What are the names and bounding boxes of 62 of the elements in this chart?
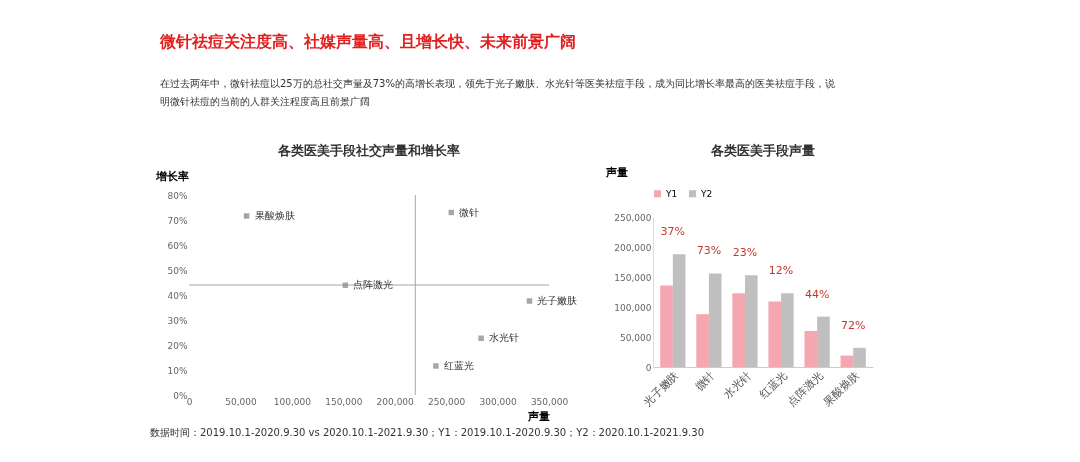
x-tick-label: 250,000 <box>428 396 466 407</box>
bar <box>853 347 866 367</box>
legend-label: Y1 <box>665 188 678 199</box>
annotation: 微针 <box>459 206 480 218</box>
annotation: 44% <box>804 287 830 301</box>
bar <box>817 316 830 367</box>
y-tick-label: 50% <box>167 265 188 276</box>
x-tick-label: 红蓝光 <box>756 368 790 402</box>
x-tick-label: 水光针 <box>720 368 754 402</box>
y-tick-label: 200,000 <box>614 242 652 253</box>
x-tick-label: 100,000 <box>273 396 312 407</box>
y-tick-label: 150,000 <box>614 272 652 283</box>
bar <box>781 293 794 367</box>
annotation: 72% <box>840 318 866 332</box>
y-tick-label: 40% <box>167 290 188 301</box>
point <box>526 298 533 304</box>
y-tick-label: 30% <box>167 315 188 326</box>
annotation: 点阵激光 <box>353 279 394 291</box>
x-tick-label: 150,000 <box>325 396 363 407</box>
y-tick-label: 60% <box>167 240 188 251</box>
y-tick-label: 80% <box>167 190 188 201</box>
text: 在过去两年中，微针祛痘以25万的总社交声量及73%的高增长表现，领先于光子嫩肤、水光针等医美祛痘手段，成为同比增长率最高的医美祛痘手段，说明微针祛痘的当前的人群关注程度高且前景广阔 <box>160 77 836 109</box>
chart-title: 各类医美手段社交声量和增长率 <box>277 143 460 158</box>
annotation: 23% <box>732 246 758 260</box>
bar <box>840 355 854 367</box>
annotation: 果酸焕肤 <box>254 210 295 221</box>
y-tick-label: 100,000 <box>614 302 652 313</box>
x-tick-label: 350,000 <box>530 396 569 407</box>
annotation: 光子嫩肤 <box>537 295 578 306</box>
annotation: 12% <box>768 264 794 278</box>
point <box>433 363 439 369</box>
point <box>243 213 250 219</box>
x-axis-title: 声量 <box>526 409 550 423</box>
y-tick-label: 70% <box>167 215 188 226</box>
legend-label: Y2 <box>700 188 713 199</box>
chart-title: 各类医美手段声量 <box>710 143 815 158</box>
y-tick-label: 10% <box>167 365 188 376</box>
y-axis-title: 声量 <box>604 165 628 179</box>
bar <box>660 285 673 367</box>
bar <box>804 331 818 367</box>
x-tick-label: 300,000 <box>479 396 517 407</box>
annotation: 红蓝光 <box>443 360 474 371</box>
y-tick-label: 250,000 <box>614 212 652 223</box>
bar <box>696 314 709 367</box>
y-axis-title: 增长率 <box>154 169 189 183</box>
bar <box>768 301 782 367</box>
point <box>478 335 484 341</box>
text: 数据时间：2019.10.1-2020.9.30 vs 2020.10.1-2021.9.30；Y1：2019.10.1-2020.9.30；Y2：2020.10.1-2021.9.30 <box>150 426 705 440</box>
annotation: 73% <box>696 244 722 258</box>
x-tick-label: 200,000 <box>376 396 415 407</box>
x-tick-label: 50,000 <box>225 396 257 407</box>
y-tick-label: 50,000 <box>620 332 652 343</box>
x-tick-label: 微针 <box>692 368 718 394</box>
bar <box>732 293 745 367</box>
annotation: 37% <box>660 225 686 239</box>
bar <box>672 254 686 367</box>
y-tick-label: 0% <box>173 390 188 401</box>
text: 微针祛痘关注度高、社媒声量高、且增长快、未来前景广阔 <box>160 32 577 53</box>
bar <box>708 273 722 367</box>
bar <box>744 275 758 367</box>
y-tick-label: 20% <box>167 340 188 351</box>
annotation: 水光针 <box>489 332 520 344</box>
